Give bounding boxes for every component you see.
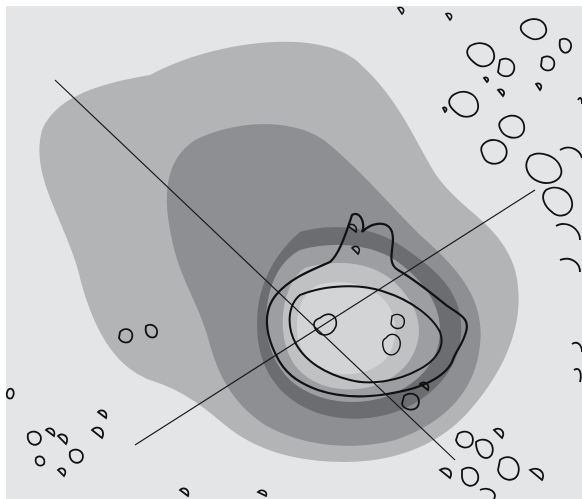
scattered-contours-top	[346, 6, 453, 256]
contour-outline-core	[313, 313, 338, 336]
contour-outline-core-2	[381, 333, 401, 356]
scattered-contours-left	[5, 323, 158, 478]
scattered-contours-bottom	[178, 381, 544, 499]
axis-line-diagonal	[54, 79, 456, 461]
contour-outline-main	[265, 212, 468, 398]
top-white-strip	[0, 0, 582, 6]
density-level-6-region	[296, 282, 396, 375]
contour-outline-inner	[288, 285, 443, 384]
contour-outline-core-3	[390, 313, 406, 330]
left-white-strip	[0, 0, 6, 499]
scattered-contours-right	[441, 18, 582, 383]
